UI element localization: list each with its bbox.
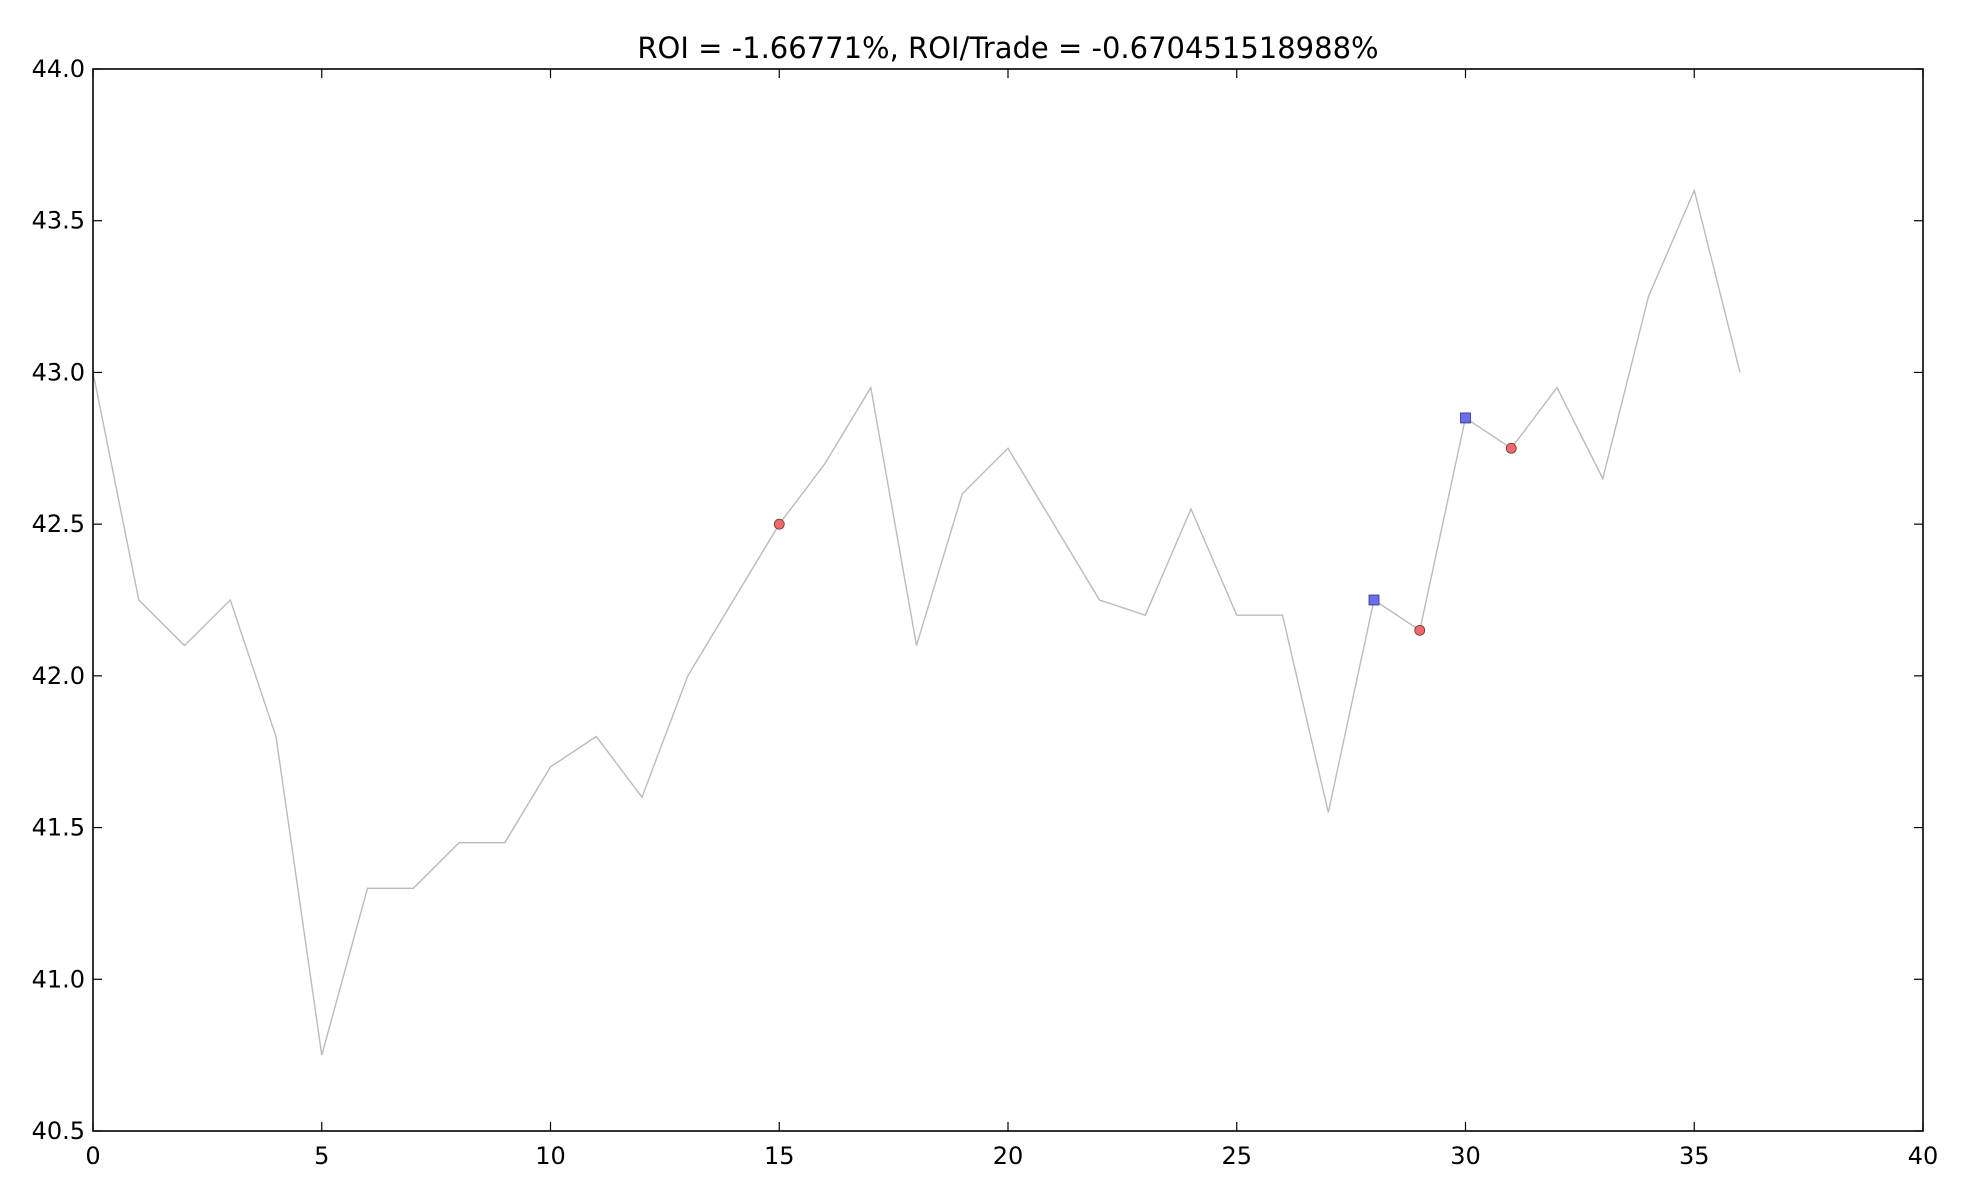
sell-marker-circle <box>773 518 785 530</box>
x-tick-label: 35 <box>1679 1142 1710 1170</box>
y-tick-label: 43.5 <box>32 207 85 235</box>
y-tick-label: 44.0 <box>32 55 85 83</box>
y-tick-label: 42.5 <box>32 510 85 538</box>
x-tick-label: 20 <box>993 1142 1024 1170</box>
tick-labels: 0 5 10 15 20 25 30 35 40 40.5 41.0 41.5 42.0 42.5 43.0… <box>32 55 1939 1170</box>
y-tick-label: 43.0 <box>32 358 85 386</box>
marker-layer <box>773 412 1517 636</box>
y-tick-label: 41.5 <box>32 814 85 842</box>
x-tick-label: 15 <box>764 1142 795 1170</box>
chart-title: ROI = -1.66771%, ROI/Trade = -0.67045151… <box>637 31 1378 65</box>
x-tick-label: 25 <box>1221 1142 1252 1170</box>
x-tick-label: 0 <box>85 1142 100 1170</box>
y-tick-label: 41.0 <box>32 965 85 993</box>
x-tick-label: 30 <box>1450 1142 1481 1170</box>
buy-marker-square <box>1460 412 1471 424</box>
buy-marker-square <box>1368 594 1380 606</box>
sell-marker-circle <box>1414 624 1426 636</box>
y-tick-label: 40.5 <box>32 1117 85 1145</box>
x-tick-label: 5 <box>314 1142 329 1170</box>
plot-frame <box>92 68 1924 1132</box>
y-tick-label: 42.0 <box>32 662 85 690</box>
x-tick-label: 40 <box>1908 1142 1939 1170</box>
sell-marker-circle <box>1505 442 1517 454</box>
x-tick-label: 10 <box>535 1142 566 1170</box>
